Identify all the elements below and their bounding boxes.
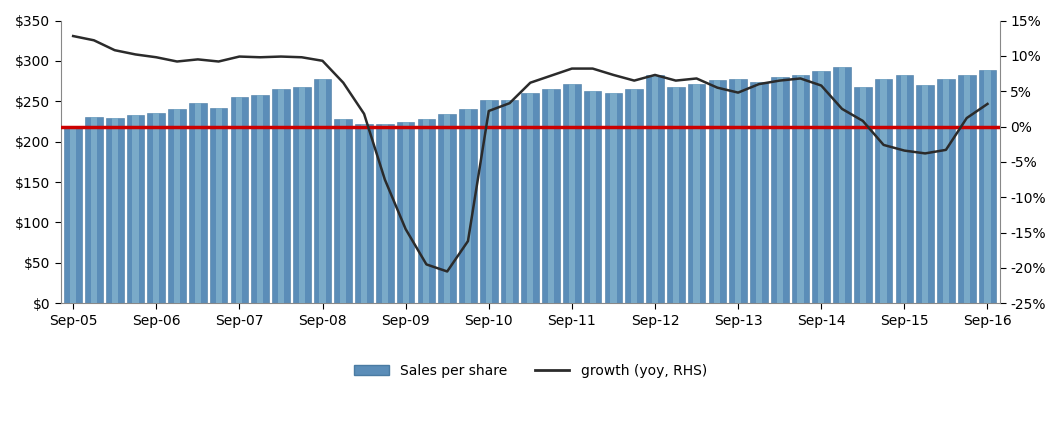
Bar bbox=[667, 87, 684, 303]
Bar bbox=[189, 103, 207, 303]
Bar bbox=[895, 75, 914, 303]
Bar bbox=[126, 115, 144, 303]
Bar bbox=[111, 118, 118, 303]
Bar bbox=[818, 71, 824, 303]
Bar bbox=[958, 74, 975, 303]
Bar bbox=[750, 82, 768, 303]
Bar bbox=[527, 93, 534, 303]
Bar bbox=[859, 87, 866, 303]
Bar bbox=[85, 116, 103, 303]
Bar bbox=[917, 85, 934, 303]
Bar bbox=[963, 74, 970, 303]
Bar bbox=[542, 89, 560, 303]
Bar bbox=[195, 103, 201, 303]
Bar bbox=[272, 89, 290, 303]
Bar bbox=[91, 116, 97, 303]
Bar bbox=[174, 110, 180, 303]
Bar bbox=[978, 70, 996, 303]
Bar bbox=[486, 100, 492, 303]
Bar bbox=[355, 124, 372, 303]
Bar bbox=[729, 79, 747, 303]
Bar bbox=[937, 79, 955, 303]
Bar bbox=[792, 75, 810, 303]
Bar bbox=[319, 79, 326, 303]
Bar bbox=[210, 108, 227, 303]
Bar bbox=[293, 87, 311, 303]
Bar bbox=[106, 118, 123, 303]
Bar bbox=[521, 93, 539, 303]
Bar bbox=[714, 80, 720, 303]
Bar bbox=[465, 110, 471, 303]
Bar bbox=[901, 75, 907, 303]
Bar bbox=[673, 87, 679, 303]
Bar bbox=[418, 119, 435, 303]
Bar bbox=[584, 91, 602, 303]
Bar bbox=[605, 93, 622, 303]
Bar bbox=[402, 122, 408, 303]
Bar bbox=[985, 70, 991, 303]
Bar bbox=[625, 89, 643, 303]
Bar bbox=[590, 91, 595, 303]
Bar bbox=[278, 89, 284, 303]
Bar bbox=[382, 124, 388, 303]
Bar bbox=[651, 74, 658, 303]
Bar bbox=[251, 95, 269, 303]
Bar bbox=[694, 84, 699, 303]
Bar bbox=[874, 79, 892, 303]
Bar bbox=[547, 89, 554, 303]
Bar bbox=[646, 74, 664, 303]
Bar bbox=[230, 97, 248, 303]
Bar bbox=[459, 110, 476, 303]
Bar bbox=[610, 93, 616, 303]
Bar bbox=[777, 77, 783, 303]
Bar bbox=[813, 71, 830, 303]
Bar bbox=[341, 119, 346, 303]
Bar bbox=[334, 119, 352, 303]
Bar bbox=[70, 126, 76, 303]
Bar bbox=[65, 126, 82, 303]
Bar bbox=[922, 85, 928, 303]
Bar bbox=[237, 97, 243, 303]
Bar bbox=[438, 114, 456, 303]
Bar bbox=[153, 113, 159, 303]
Bar bbox=[735, 79, 742, 303]
Bar bbox=[563, 84, 580, 303]
Bar bbox=[854, 87, 872, 303]
Bar bbox=[314, 79, 331, 303]
Bar bbox=[569, 84, 575, 303]
Bar bbox=[798, 75, 803, 303]
Bar bbox=[501, 100, 519, 303]
Bar bbox=[147, 113, 166, 303]
Bar bbox=[688, 84, 706, 303]
Bar bbox=[215, 108, 222, 303]
Bar bbox=[298, 87, 305, 303]
Bar bbox=[631, 89, 638, 303]
Bar bbox=[833, 68, 851, 303]
Bar bbox=[169, 110, 186, 303]
Bar bbox=[943, 79, 949, 303]
Bar bbox=[480, 100, 498, 303]
Bar bbox=[881, 79, 887, 303]
Bar bbox=[133, 115, 139, 303]
Legend: Sales per share, growth (yoy, RHS): Sales per share, growth (yoy, RHS) bbox=[348, 358, 712, 383]
Bar bbox=[361, 124, 367, 303]
Bar bbox=[397, 122, 415, 303]
Bar bbox=[755, 82, 762, 303]
Bar bbox=[709, 80, 726, 303]
Bar bbox=[257, 95, 263, 303]
Bar bbox=[839, 68, 846, 303]
Bar bbox=[506, 100, 512, 303]
Bar bbox=[423, 119, 430, 303]
Bar bbox=[771, 77, 788, 303]
Bar bbox=[445, 114, 450, 303]
Bar bbox=[376, 124, 394, 303]
